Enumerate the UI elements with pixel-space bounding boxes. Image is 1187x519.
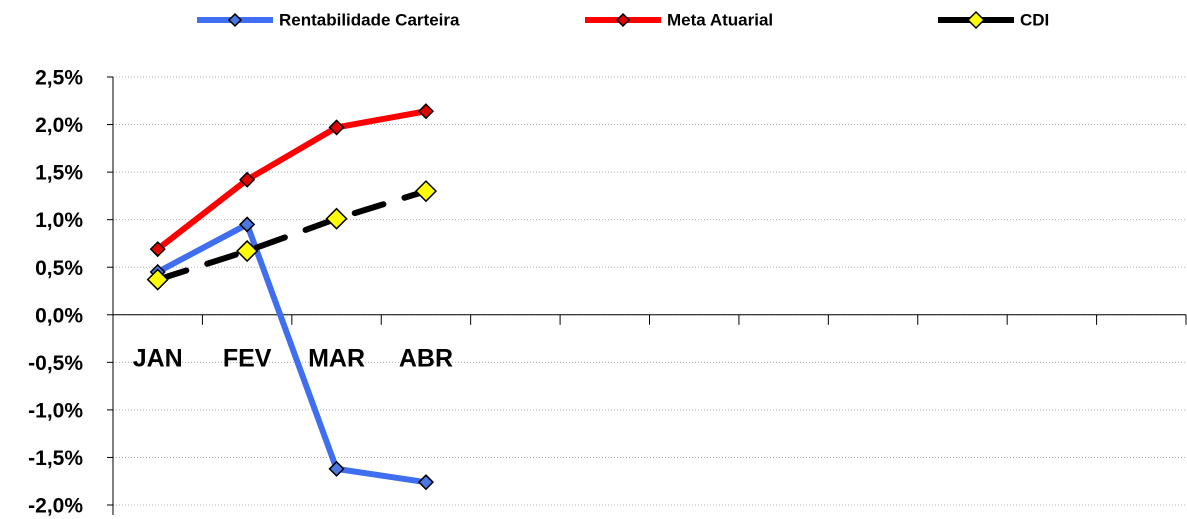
marker bbox=[146, 268, 169, 291]
y-tick-label: -2,0% bbox=[28, 495, 83, 518]
marker bbox=[328, 119, 345, 136]
marker bbox=[236, 239, 259, 263]
x-tick-label: JAN bbox=[133, 344, 183, 372]
y-tick-label: -0,5% bbox=[28, 352, 83, 375]
legend-marker bbox=[227, 12, 243, 28]
y-tick-label: -1,0% bbox=[28, 399, 83, 422]
marker bbox=[417, 103, 435, 120]
marker bbox=[239, 171, 256, 188]
marker bbox=[414, 180, 438, 203]
series-line bbox=[155, 108, 427, 252]
x-tick-label: ABR bbox=[399, 344, 453, 372]
legend-label: CDI bbox=[1020, 10, 1049, 29]
legend-label: Meta Atuarial bbox=[667, 10, 773, 29]
y-tick-label: -1,5% bbox=[28, 447, 83, 470]
series-line bbox=[156, 221, 427, 486]
y-tick-label: 0,0% bbox=[35, 304, 83, 327]
marker bbox=[149, 241, 166, 258]
legend-label: Rentabilidade Carteira bbox=[279, 10, 460, 29]
legend-marker bbox=[966, 10, 986, 30]
x-tick-label: FEV bbox=[223, 344, 272, 372]
marker bbox=[325, 207, 348, 230]
marker bbox=[328, 460, 345, 477]
marker bbox=[239, 216, 256, 233]
y-tick-label: 2,5% bbox=[35, 67, 83, 90]
y-tick-label: 1,5% bbox=[35, 162, 83, 185]
series-line bbox=[154, 188, 429, 283]
y-tick-label: 0,5% bbox=[35, 257, 83, 280]
legend-marker bbox=[615, 12, 631, 28]
y-tick-label: 2,0% bbox=[35, 114, 83, 137]
marker bbox=[417, 474, 435, 491]
x-tick-label: MAR bbox=[308, 344, 365, 372]
y-tick-label: 1,0% bbox=[35, 209, 83, 232]
